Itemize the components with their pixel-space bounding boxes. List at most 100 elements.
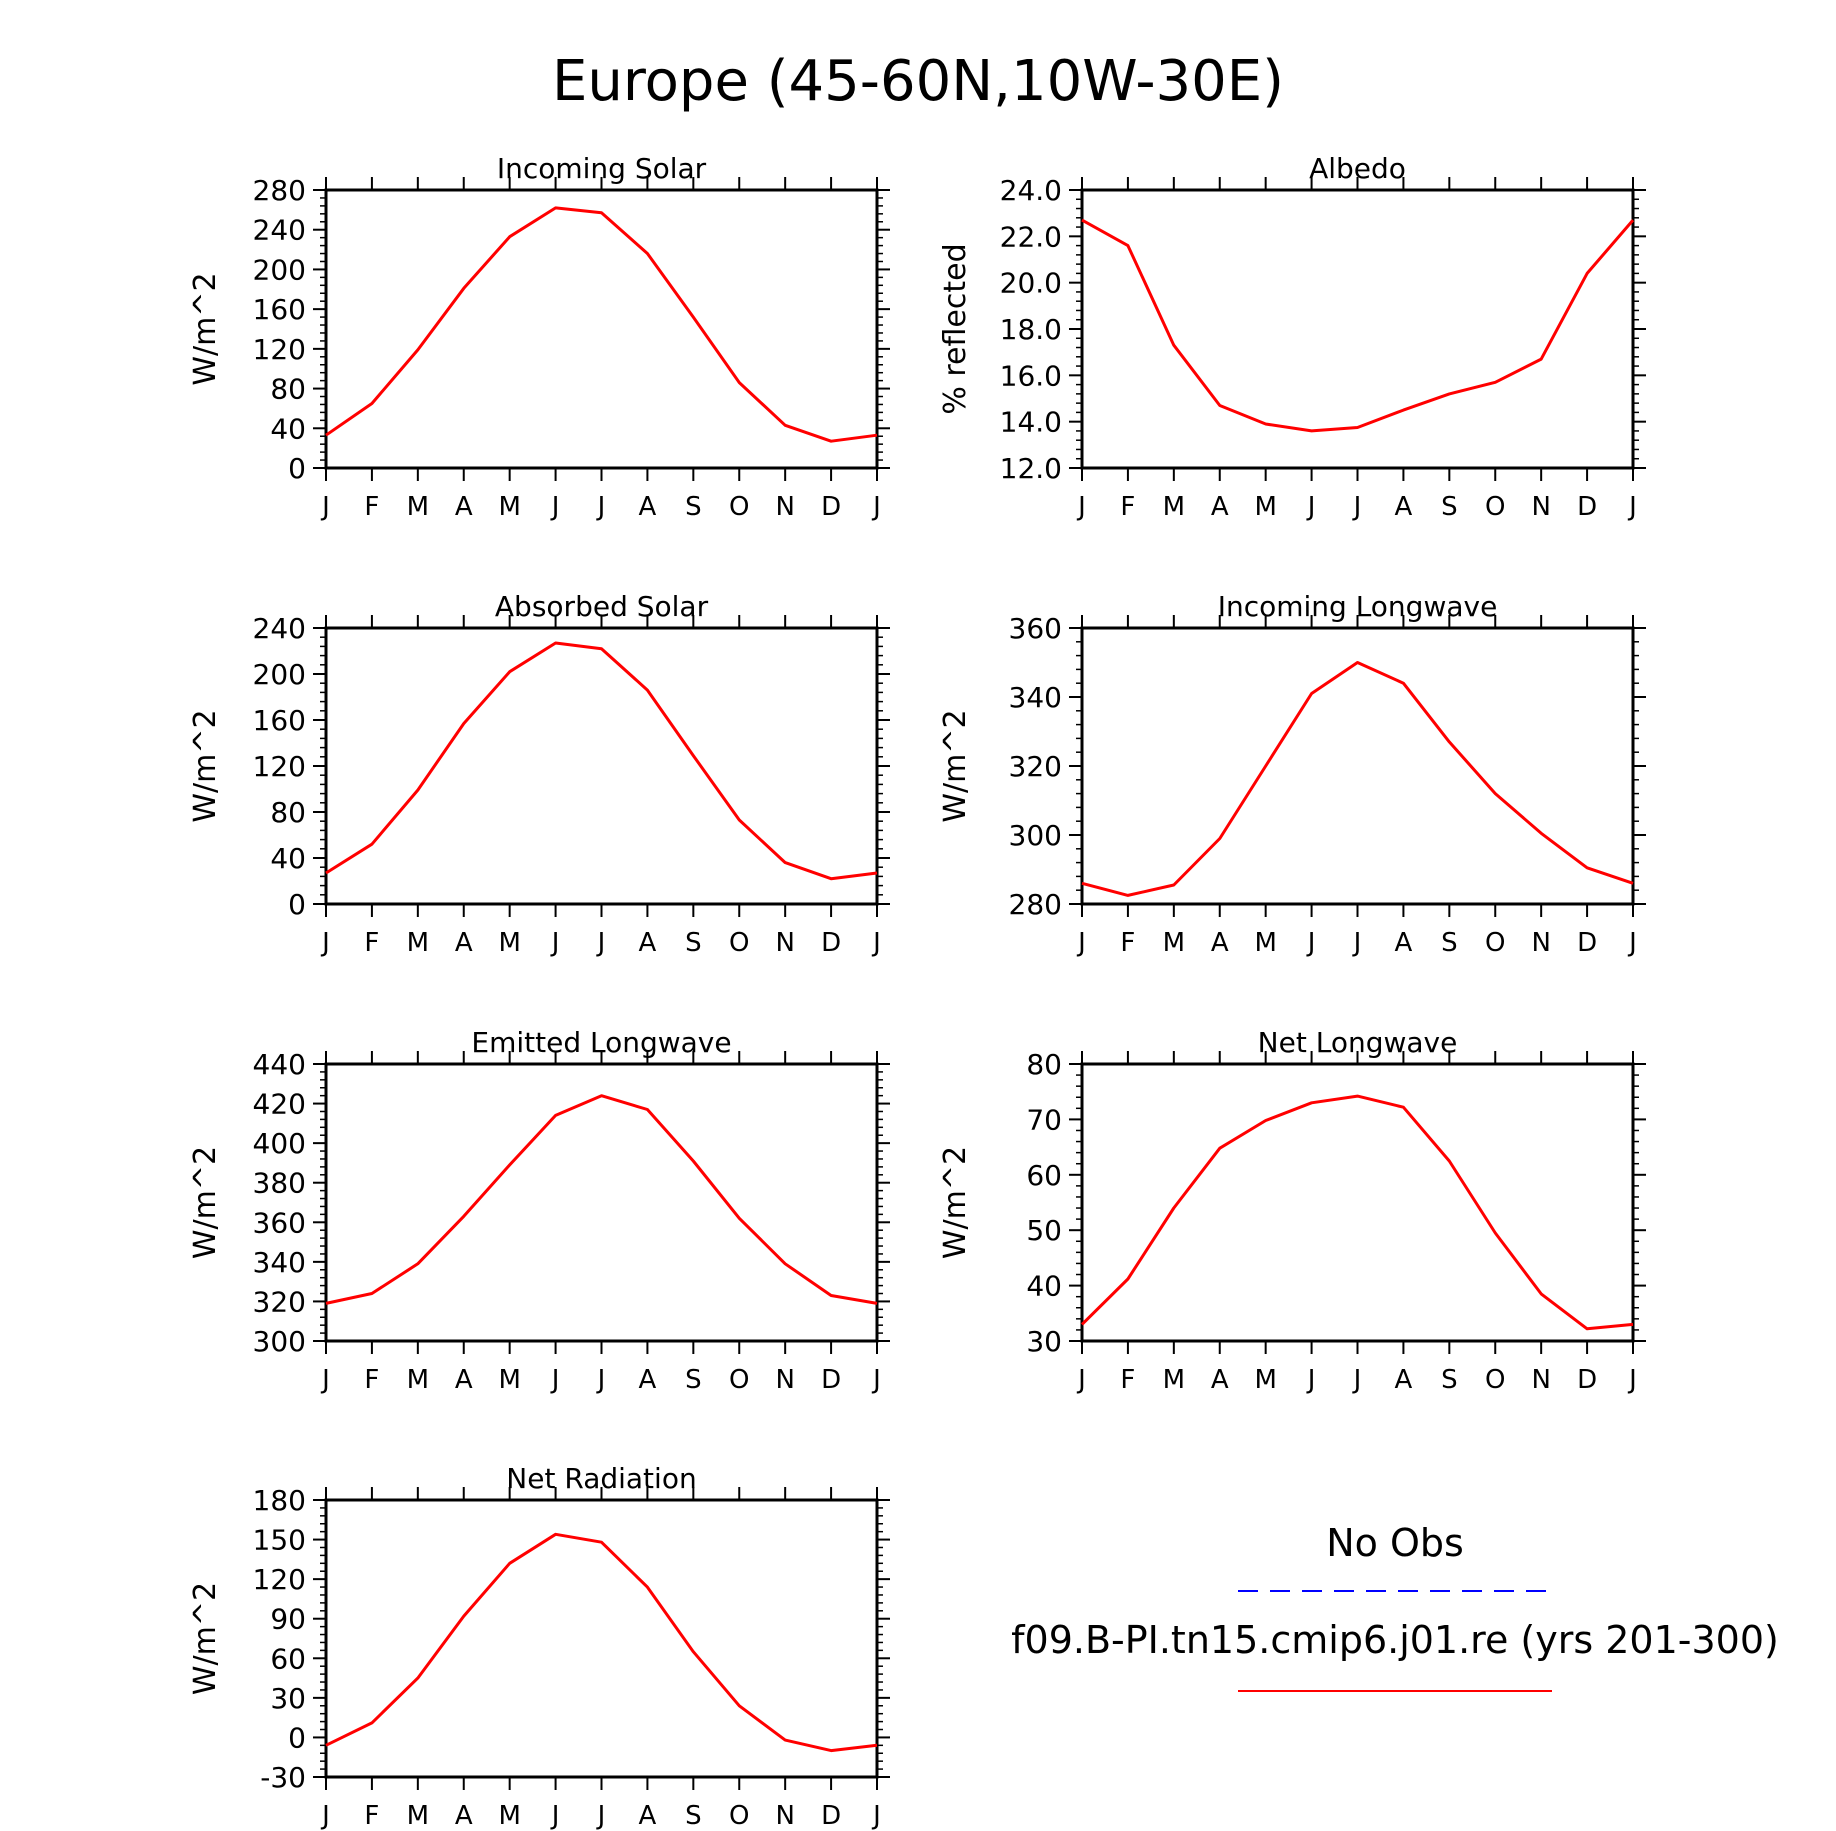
y-tick-label: 340 [1009, 681, 1062, 714]
x-tick-label: J [1306, 1365, 1316, 1395]
x-tick-label: O [1485, 492, 1505, 522]
y-tick-label: 160 [253, 293, 306, 326]
x-tick-label: J [550, 1801, 560, 1831]
y-tick-label: 240 [253, 612, 306, 645]
page-title: Europe (45-60N,10W-30E) [552, 49, 1284, 114]
x-tick-label: O [1485, 1365, 1505, 1395]
x-tick-label: M [498, 492, 520, 522]
y-tick-label: 14.0 [1000, 406, 1062, 439]
y-tick-label: 120 [253, 1563, 306, 1596]
y-tick-label: 40 [1026, 1270, 1062, 1303]
x-tick-label: M [1163, 928, 1185, 958]
x-tick-label: N [1531, 492, 1550, 522]
x-tick-label: J [550, 928, 560, 958]
y-tick-label: 70 [1026, 1103, 1062, 1136]
y-axis-label: % reflected [938, 243, 973, 414]
x-tick-label: J [871, 1801, 881, 1831]
x-tick-label: A [639, 1801, 657, 1831]
y-tick-label: 30 [270, 1682, 306, 1715]
x-tick-label: A [455, 492, 473, 522]
series-line [1080, 1094, 1634, 1331]
legend: No Obs f09.B-PI.tn15.cmip6.j01.re (yrs 2… [1011, 1521, 1779, 1692]
y-tick-label: 280 [253, 174, 306, 207]
x-tick-label: A [1395, 928, 1413, 958]
x-tick-label: A [1211, 928, 1229, 958]
x-tick-label: O [729, 492, 749, 522]
x-tick-label: J [596, 1365, 606, 1395]
x-tick-label: J [596, 492, 606, 522]
series-line [325, 1094, 878, 1305]
y-tick-label: 80 [270, 373, 306, 406]
x-tick-label: M [1163, 492, 1185, 522]
y-axis-label: W/m^2 [938, 709, 973, 822]
y-tick-label: 40 [270, 412, 306, 445]
y-tick-label: 320 [1009, 750, 1062, 783]
y-tick-label: 240 [253, 214, 306, 247]
series-line [325, 206, 878, 443]
x-tick-label: A [1211, 492, 1229, 522]
y-tick-label: 0 [288, 452, 306, 485]
x-tick-label: D [1577, 1365, 1597, 1395]
y-tick-label: 30 [1026, 1325, 1062, 1358]
x-tick-label: J [1306, 492, 1316, 522]
x-tick-label: J [1352, 928, 1362, 958]
x-tick-label: S [1441, 1365, 1458, 1395]
x-tick-label: D [1577, 492, 1597, 522]
x-tick-label: J [1627, 928, 1637, 958]
y-tick-label: 60 [270, 1642, 306, 1675]
x-tick-label: A [639, 928, 657, 958]
x-tick-label: D [821, 492, 841, 522]
x-tick-label: A [639, 492, 657, 522]
y-tick-label: 50 [1026, 1214, 1062, 1247]
x-tick-label: A [455, 1801, 473, 1831]
x-tick-label: F [364, 1801, 379, 1831]
y-axis-label: W/m^2 [188, 1146, 223, 1259]
x-tick-label: S [685, 1365, 702, 1395]
x-tick-label: M [407, 1365, 429, 1395]
y-tick-label: 24.0 [1000, 174, 1062, 207]
x-tick-label: S [685, 1801, 702, 1831]
x-tick-label: M [407, 492, 429, 522]
x-tick-label: O [729, 1365, 749, 1395]
x-tick-label: M [498, 1801, 520, 1831]
x-tick-label: O [729, 1801, 749, 1831]
series-line [1081, 661, 1634, 897]
x-tick-label: J [596, 1801, 606, 1831]
x-tick-label: N [775, 1365, 794, 1395]
x-tick-label: D [1577, 928, 1597, 958]
x-tick-label: D [821, 928, 841, 958]
y-tick-label: 300 [253, 1325, 306, 1358]
x-tick-label: D [821, 1365, 841, 1395]
plot-frame [324, 188, 879, 470]
x-tick-label: O [1485, 928, 1505, 958]
y-tick-label: 280 [1009, 888, 1062, 921]
x-tick-label: M [407, 928, 429, 958]
y-tick-label: 160 [253, 704, 306, 737]
x-tick-label: N [1531, 928, 1550, 958]
y-tick-label: 80 [1026, 1048, 1062, 1081]
y-tick-label: 320 [253, 1285, 306, 1318]
y-tick-label: 300 [1009, 819, 1062, 852]
x-tick-label: M [407, 1801, 429, 1831]
x-tick-label: J [1076, 1365, 1086, 1395]
x-tick-label: J [320, 492, 330, 522]
y-axis-label: W/m^2 [938, 1146, 973, 1259]
y-tick-label: 90 [270, 1603, 306, 1636]
y-tick-label: 12.0 [1000, 452, 1062, 485]
legend-obs-label: No Obs [1326, 1521, 1464, 1565]
x-tick-label: S [685, 492, 702, 522]
x-tick-label: F [364, 928, 379, 958]
x-tick-label: N [775, 1801, 794, 1831]
y-tick-label: 360 [253, 1206, 306, 1239]
plot-frame [1080, 626, 1635, 906]
x-tick-label: F [1120, 928, 1135, 958]
y-tick-label: -30 [260, 1761, 306, 1794]
y-axis-label: W/m^2 [188, 272, 223, 385]
x-tick-label: S [1441, 492, 1458, 522]
